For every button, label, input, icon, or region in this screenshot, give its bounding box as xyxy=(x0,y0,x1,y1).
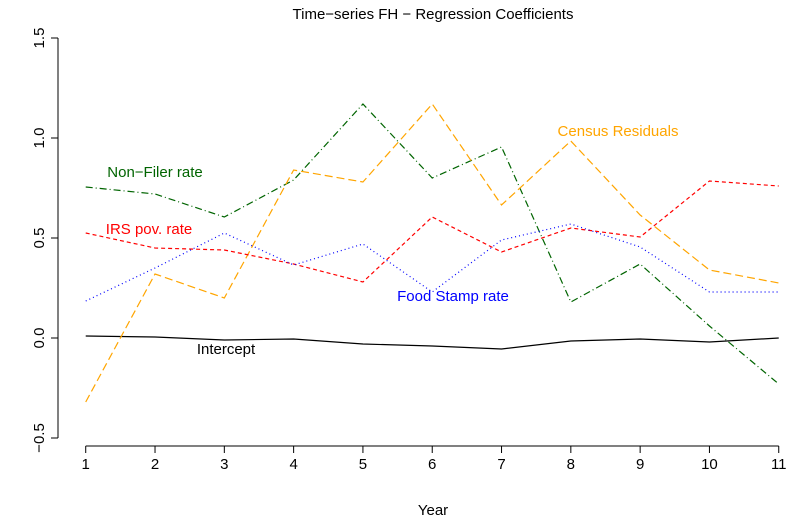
x-tick-label: 6 xyxy=(428,456,436,473)
y-tick-label: 0.5 xyxy=(31,228,48,249)
chart-title: Time−series FH − Regression Coefficients xyxy=(293,6,574,23)
series-label: IRS pov. rate xyxy=(106,221,192,238)
y-tick-label: 1.5 xyxy=(31,28,48,49)
x-tick-label: 1 xyxy=(82,456,90,473)
x-tick-label: 11 xyxy=(771,456,787,473)
series-label: Census Residuals xyxy=(558,123,679,140)
series-label: Non−Filer rate xyxy=(107,164,202,181)
y-tick-label: 0.0 xyxy=(31,328,48,349)
series-label: Food Stamp rate xyxy=(397,288,509,305)
y-tick-label: 1.0 xyxy=(31,128,48,149)
series-line xyxy=(85,335,779,350)
series-line xyxy=(85,223,779,302)
x-tick-label: 4 xyxy=(289,456,297,473)
x-tick-label: 7 xyxy=(497,456,505,473)
series-line xyxy=(85,103,779,403)
y-tick-label: −0.5 xyxy=(31,423,48,453)
x-tick-label: 2 xyxy=(151,456,159,473)
x-tick-label: 9 xyxy=(636,456,644,473)
x-axis-label: Year xyxy=(418,502,448,519)
series-label: Intercept xyxy=(197,341,256,358)
x-tick-label: 5 xyxy=(359,456,367,473)
x-tick-label: 3 xyxy=(220,456,228,473)
series-line xyxy=(85,103,780,385)
x-tick-label: 10 xyxy=(701,456,718,473)
x-tick-label: 8 xyxy=(567,456,575,473)
